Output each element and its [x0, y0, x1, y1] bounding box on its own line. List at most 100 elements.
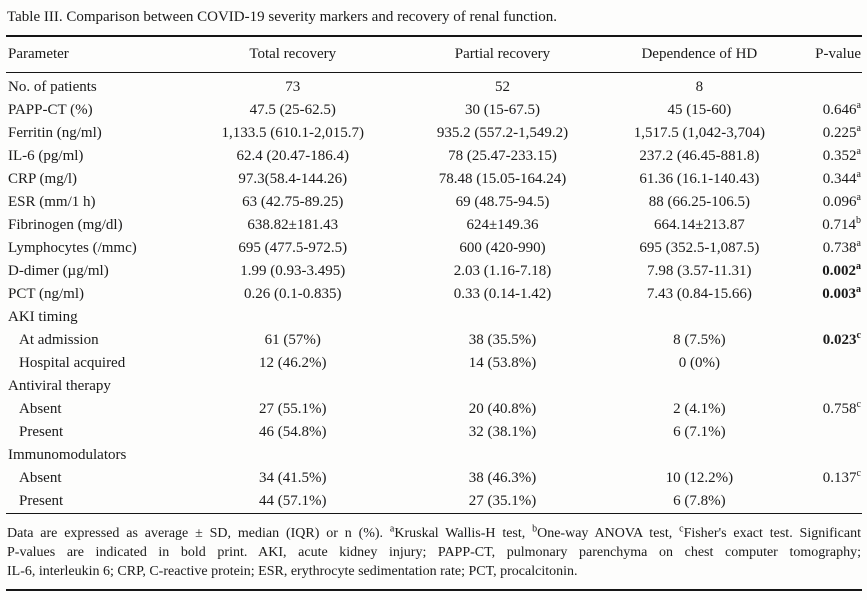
value-cell: 7.43 (0.84-15.66) — [646, 286, 752, 302]
value-cell — [186, 375, 400, 398]
section-label: AKI timing — [8, 309, 78, 325]
value-cell: 52 — [494, 79, 510, 95]
value-cell: 30 (15-67.5) — [464, 102, 540, 118]
table-row: IL-6 (pg/ml) 62.4 (20.47-186.4) 78 (25.47-… — [6, 145, 862, 168]
value-cell: 2.03 (1.16-7.18) — [453, 263, 552, 279]
value-cell: 45 (15-60) — [667, 102, 732, 118]
p-value-cell — [794, 375, 863, 398]
p-value-cell: 0.738a — [822, 238, 861, 257]
value-cell: 14 (53.8%) — [468, 355, 537, 371]
table-footnote: Data are expressed as average ± SD, medi… — [6, 524, 862, 591]
p-value-cell — [794, 421, 863, 444]
table-row: Ferritin (ng/ml) 1,133.5 (610.1-2,015.7) 9… — [6, 122, 862, 145]
value-cell: 27 (55.1%) — [259, 401, 327, 417]
footnote-marker: a — [856, 192, 861, 203]
p-value-cell: 0.225a — [822, 123, 861, 142]
table-row: Lymphocytes (/mmc) 695 (477.5-972.5) 600 (… — [6, 237, 862, 260]
table-row: Present 44 (57.1%) 27 (35.1%) 6 (7.8%) — [6, 490, 862, 514]
row-label: Absent — [19, 470, 62, 486]
footnote-marker: c — [679, 523, 684, 535]
row-label: Present — [19, 424, 64, 440]
footnote-line: P-values are indicated in bold print. AK… — [7, 545, 861, 560]
footnote-marker: a — [856, 100, 861, 111]
footnote-marker: a — [856, 238, 861, 249]
table-row: At admission 61 (57%) 38 (35.5%) 8 (7.5%) 0.… — [6, 329, 862, 352]
footnote-line: IL-6, interleukin 6; CRP, C-reactive pro… — [7, 564, 578, 579]
footnote-marker: a — [856, 284, 861, 295]
row-label: CRP (mg/l) — [8, 171, 78, 187]
column-header-parameter: Parameter — [6, 36, 186, 73]
p-value-cell — [794, 306, 863, 329]
row-label: Ferritin (ng/ml) — [8, 125, 102, 141]
value-cell: 8 — [695, 79, 704, 95]
value-cell — [400, 375, 605, 398]
value-cell: 237.2 (46.45-881.8) — [639, 148, 760, 164]
table-header: Parameter Total recovery Partial recovery D… — [6, 36, 862, 73]
footnote-marker: a — [389, 523, 395, 535]
value-cell: 97.3(58.4-144.26) — [238, 171, 348, 187]
value-cell — [400, 306, 605, 329]
table-row: Hospital acquired 12 (46.2%) 14 (53.8%) 0 (… — [6, 352, 862, 375]
value-cell: 6 (7.1%) — [673, 424, 726, 440]
value-cell — [605, 444, 793, 467]
footnote-marker: b — [856, 215, 861, 226]
value-cell: 695 (477.5-972.5) — [238, 240, 348, 256]
p-value-cell: 0.714b — [822, 215, 861, 234]
value-cell: 61 (57%) — [264, 332, 321, 348]
row-label: At admission — [19, 332, 99, 348]
value-cell: 1,133.5 (610.1-2,015.7) — [221, 125, 365, 141]
column-header-p-value: P-value — [793, 36, 862, 73]
value-cell — [400, 444, 605, 467]
value-cell: 78.48 (15.05-164.24) — [438, 171, 567, 187]
p-value-cell — [794, 490, 863, 514]
table-row: Absent 27 (55.1%) 20 (40.8%) 2 (4.1%) 0.758c — [6, 398, 862, 421]
p-value-cell — [794, 444, 863, 467]
table-row: ESR (mm/1 h) 63 (42.75-89.25) 69 (48.75-94… — [6, 191, 862, 214]
table-body: No. of patients 73 52 8 PAPP-CT (%) 47.5 (25-… — [6, 73, 862, 514]
footnote-marker: a — [856, 169, 861, 180]
value-cell — [605, 375, 793, 398]
row-label: Fibrinogen (mg/dl) — [8, 217, 123, 233]
section-label: Immunomodulators — [8, 447, 127, 463]
value-cell: 638.82±181.43 — [247, 217, 339, 233]
value-cell: 27 (35.1%) — [468, 493, 537, 509]
table-row: Fibrinogen (mg/dl) 638.82±181.43 624±149.3… — [6, 214, 862, 237]
value-cell: 61.36 (16.1-140.43) — [639, 171, 760, 187]
column-header-dependence-of-hd: Dependence of HD — [605, 36, 794, 73]
row-label: D-dimer (µg/ml) — [8, 263, 109, 279]
row-label: IL-6 (pg/ml) — [8, 148, 84, 164]
value-cell: 73 — [285, 79, 301, 95]
value-cell: 600 (420-990) — [459, 240, 546, 256]
p-value-cell: 0.003a — [822, 284, 861, 303]
value-cell: 0 (0%) — [678, 355, 720, 371]
section-row: Immunomodulators — [6, 444, 862, 467]
row-label: No. of patients — [8, 79, 97, 95]
header-row: Parameter Total recovery Partial recovery D… — [6, 36, 862, 73]
p-value-cell: 0.758c — [822, 399, 861, 418]
value-cell: 0.26 (0.1-0.835) — [244, 286, 342, 302]
row-label: PAPP-CT (%) — [8, 102, 93, 118]
p-value-cell: 0.002a — [822, 261, 861, 280]
footnote-line: Data are expressed as average ± SD, medi… — [7, 523, 861, 541]
value-cell: 34 (41.5%) — [259, 470, 327, 486]
value-cell: 12 (46.2%) — [259, 355, 327, 371]
row-label: ESR (mm/1 h) — [8, 194, 96, 210]
row-label: Hospital acquired — [19, 355, 126, 371]
p-value-cell: 0.096a — [822, 192, 861, 211]
value-cell: 47.5 (25-62.5) — [249, 102, 336, 118]
section-row: AKI timing — [6, 306, 862, 329]
table-row: PAPP-CT (%) 47.5 (25-62.5) 30 (15-67.5) 45 … — [6, 99, 862, 122]
p-value-cell — [794, 352, 863, 375]
table-title: Table III. Comparison between COVID-19 s… — [7, 9, 558, 25]
value-cell: 935.2 (557.2-1,549.2) — [436, 125, 569, 141]
column-header-total-recovery: Total recovery — [185, 36, 400, 73]
row-label: PCT (ng/ml) — [8, 286, 84, 302]
footnote-marker: b — [532, 523, 538, 535]
footnote-marker: c — [856, 468, 861, 479]
table-row: Present 46 (54.8%) 32 (38.1%) 6 (7.1%) — [6, 421, 862, 444]
table-row: PCT (ng/ml) 0.26 (0.1-0.835) 0.33 (0.14-1.… — [6, 283, 862, 306]
p-value-cell: 0.137c — [822, 468, 861, 487]
value-cell: 664.14±213.87 — [653, 217, 745, 233]
value-cell — [186, 306, 400, 329]
value-cell: 32 (38.1%) — [468, 424, 537, 440]
